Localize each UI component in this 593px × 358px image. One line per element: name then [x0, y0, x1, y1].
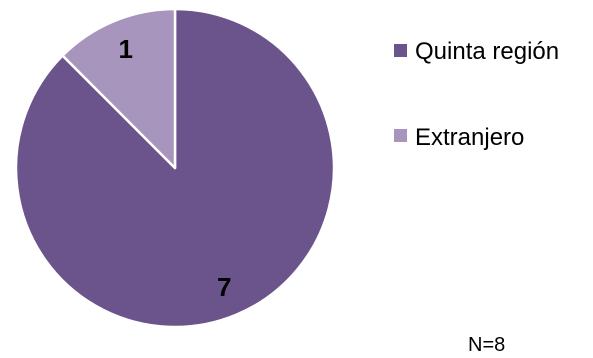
legend-swatch-extranjero [394, 129, 407, 142]
legend: Quinta región Extranjero [394, 38, 559, 151]
data-label-extranjero: 1 [118, 34, 132, 64]
legend-label-extranjero: Extranjero [415, 124, 524, 151]
data-label-quinta-region: 7 [217, 272, 231, 302]
sample-size-note: N=8 [468, 334, 505, 356]
pie-slice-extranjero [61, 7, 177, 170]
legend-label-quinta-region: Quinta región [415, 38, 559, 65]
legend-swatch-quinta-region [394, 44, 407, 57]
slice-data-labels: 71 [118, 34, 231, 302]
pie-slices [14, 7, 336, 329]
